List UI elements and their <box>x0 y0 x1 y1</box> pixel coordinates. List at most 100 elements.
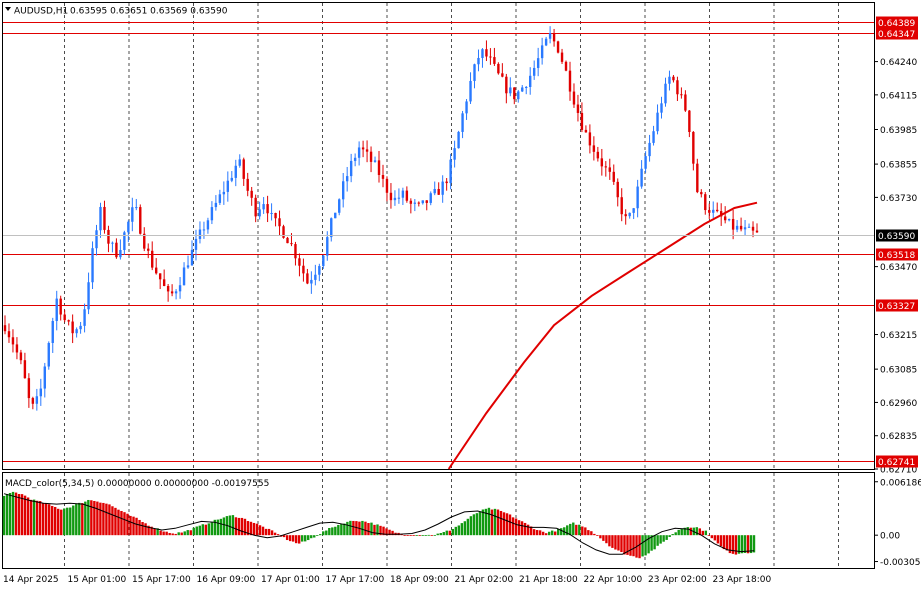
macd-bar <box>29 499 33 536</box>
candle-body <box>178 285 182 292</box>
candle-body <box>700 192 703 195</box>
macd-axis: 0.0061867 0.00 -0.0030515 <box>874 478 921 568</box>
macd-bar <box>671 534 674 536</box>
macd-bar <box>523 522 527 536</box>
candle-body <box>536 58 540 68</box>
candle-body <box>310 279 313 284</box>
price-tick-label: 0.63730 <box>880 194 917 204</box>
candle-body <box>668 76 671 84</box>
macd-bar <box>740 535 744 554</box>
macd-bar <box>20 494 24 536</box>
candle-body <box>608 167 611 172</box>
macd-bar <box>424 535 427 536</box>
price-tick-label: 0.64115 <box>880 91 917 101</box>
candle-body <box>588 132 592 146</box>
macd-bar <box>575 524 578 536</box>
macd-bar <box>361 520 364 536</box>
macd-bar <box>469 516 473 536</box>
candle-body <box>656 112 659 132</box>
candle-body <box>727 218 731 221</box>
candle-body <box>469 80 472 102</box>
macd-bar <box>734 535 738 555</box>
macd-bar <box>385 528 388 536</box>
macd-bar <box>120 510 123 536</box>
candle-body <box>429 193 432 203</box>
macd-bar <box>69 507 72 536</box>
candle-body <box>87 282 90 310</box>
macd-bar <box>81 503 84 536</box>
candle-body <box>723 216 727 221</box>
macd-bar <box>716 535 720 544</box>
candle-body <box>692 131 695 164</box>
macd-bar <box>526 524 530 536</box>
macd-bar <box>5 494 9 536</box>
macd-bar <box>367 523 370 536</box>
candle-body <box>517 91 520 100</box>
candle-body <box>7 331 11 338</box>
macd-bar <box>743 535 747 553</box>
price-axis: 0.64240 0.64115 0.63985 0.63855 0.63730 0.634… <box>874 58 917 476</box>
macd-bar <box>517 520 521 536</box>
macd-bar <box>355 521 358 536</box>
candle-body <box>338 199 341 213</box>
macd-bar <box>632 535 635 557</box>
macd-bar <box>234 517 238 536</box>
candle-body <box>369 151 373 162</box>
macd-bar <box>674 532 677 536</box>
candle-body <box>477 57 480 65</box>
candle-body <box>457 131 460 149</box>
macd-bar <box>710 535 714 539</box>
candle-body <box>330 218 333 238</box>
macd-bar <box>162 531 165 536</box>
macd-bar <box>728 535 732 554</box>
candle-body <box>282 226 285 238</box>
macd-bar <box>75 504 78 536</box>
candle-body <box>59 298 62 315</box>
symbol-menu-icon[interactable] <box>5 7 11 11</box>
price-line-label-bg <box>876 16 918 29</box>
horizontal-price-lines[interactable] <box>3 22 874 462</box>
candle-body <box>616 181 619 198</box>
candle-body <box>31 398 35 404</box>
candle-body <box>572 91 576 105</box>
macd-bar <box>665 535 668 540</box>
candle-body <box>620 197 623 215</box>
candle-body <box>15 344 19 353</box>
candle-body <box>584 129 588 133</box>
candle-body <box>154 267 158 274</box>
candle-body <box>262 204 265 210</box>
candle-body <box>186 265 190 268</box>
macd-bar <box>304 535 307 542</box>
macd-bar <box>261 526 265 536</box>
macd-bar <box>472 514 476 536</box>
macd-bar <box>328 527 331 536</box>
candle-body <box>242 159 245 179</box>
time-tick-label: 15 Apr 01:00 <box>68 575 127 585</box>
candle-body <box>556 41 560 53</box>
candle-body <box>548 33 552 39</box>
price-line-label: 0.64347 <box>878 30 915 40</box>
candle-body <box>401 190 405 198</box>
time-tick-label: 22 Apr 10:00 <box>584 575 643 585</box>
macd-bar <box>114 507 117 536</box>
macd-bar <box>2 495 6 536</box>
symbol-label[interactable]: AUDUSD,H1 <box>14 7 68 17</box>
candle-body <box>628 212 631 217</box>
macd-bar <box>719 535 723 547</box>
candle-body <box>425 200 428 203</box>
candle-body <box>127 221 130 233</box>
candle-body <box>672 76 675 81</box>
macd-indicator-label[interactable]: MACD_color(5,34,5) 0.00000000 0.00000000… <box>5 479 269 489</box>
macd-bar <box>102 502 105 536</box>
current-price-label: 0.63590 <box>878 232 915 242</box>
candle-body <box>47 342 50 367</box>
price-tick-label: 0.63470 <box>880 263 917 273</box>
time-tick-label: 15 Apr 17:00 <box>132 575 191 585</box>
candle-body <box>95 230 98 249</box>
macd-bar <box>403 535 406 536</box>
candle-body <box>182 267 186 286</box>
candle-body <box>473 64 476 81</box>
macd-bar <box>463 521 467 536</box>
candle-body <box>568 70 572 92</box>
candle-body <box>123 232 126 250</box>
